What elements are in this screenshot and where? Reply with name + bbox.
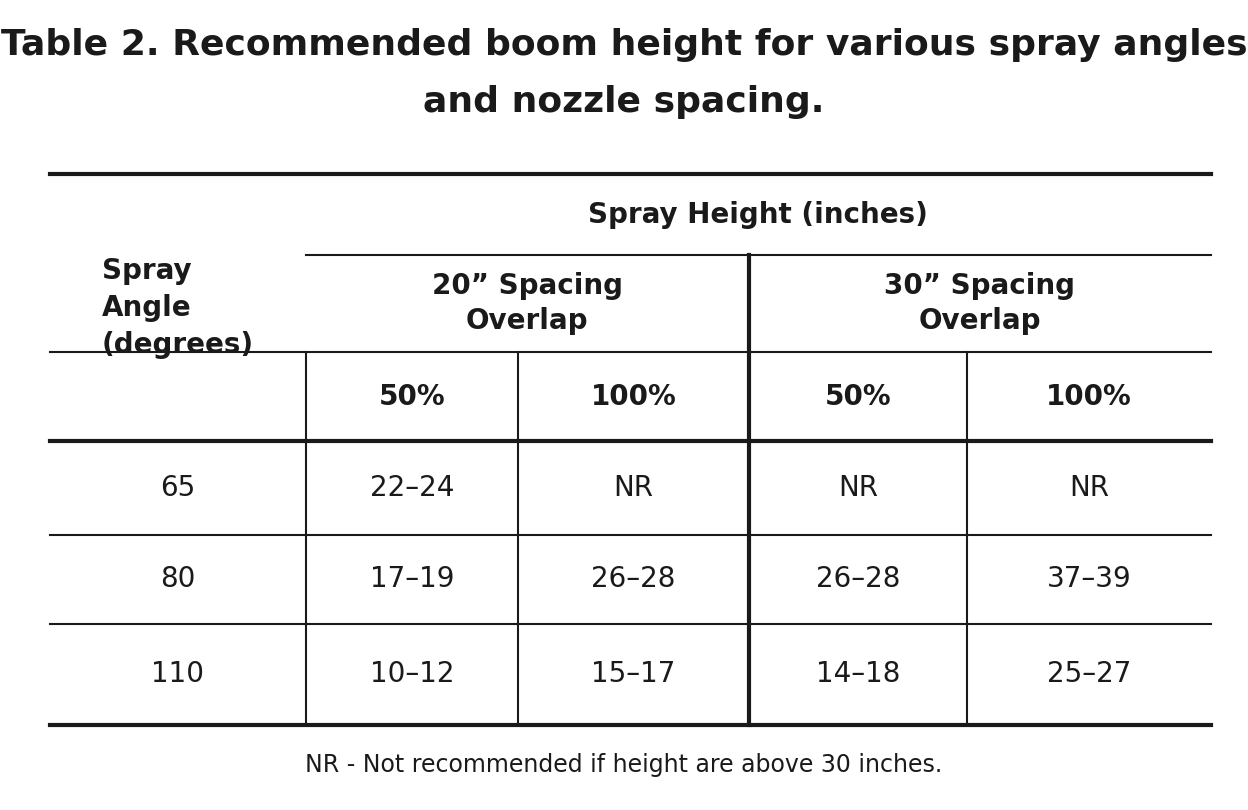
Text: 65: 65 xyxy=(160,474,196,502)
Text: and nozzle spacing.: and nozzle spacing. xyxy=(423,85,825,119)
Text: Spray Height (inches): Spray Height (inches) xyxy=(588,201,929,228)
Text: 37–39: 37–39 xyxy=(1047,565,1131,593)
Text: Table 2. Recommended boom height for various spray angles: Table 2. Recommended boom height for var… xyxy=(1,28,1247,62)
Text: 110: 110 xyxy=(151,660,205,688)
Text: 14–18: 14–18 xyxy=(816,660,900,688)
Text: 15–17: 15–17 xyxy=(592,660,675,688)
Text: 80: 80 xyxy=(160,565,196,593)
Text: 100%: 100% xyxy=(590,383,676,411)
Text: 20” Spacing
Overlap: 20” Spacing Overlap xyxy=(432,272,623,335)
Text: NR: NR xyxy=(837,474,879,502)
Text: NR: NR xyxy=(613,474,654,502)
Text: NR - Not recommended if height are above 30 inches.: NR - Not recommended if height are above… xyxy=(306,753,942,778)
Text: 17–19: 17–19 xyxy=(369,565,454,593)
Text: 50%: 50% xyxy=(825,383,891,411)
Text: 26–28: 26–28 xyxy=(592,565,675,593)
Text: 26–28: 26–28 xyxy=(816,565,900,593)
Text: 30” Spacing
Overlap: 30” Spacing Overlap xyxy=(884,272,1076,335)
Text: 25–27: 25–27 xyxy=(1047,660,1131,688)
Text: 100%: 100% xyxy=(1046,383,1132,411)
Text: NR: NR xyxy=(1068,474,1109,502)
Text: 50%: 50% xyxy=(378,383,446,411)
Text: Spray
Angle
(degrees): Spray Angle (degrees) xyxy=(102,257,253,359)
Text: 22–24: 22–24 xyxy=(369,474,454,502)
Text: 10–12: 10–12 xyxy=(369,660,454,688)
